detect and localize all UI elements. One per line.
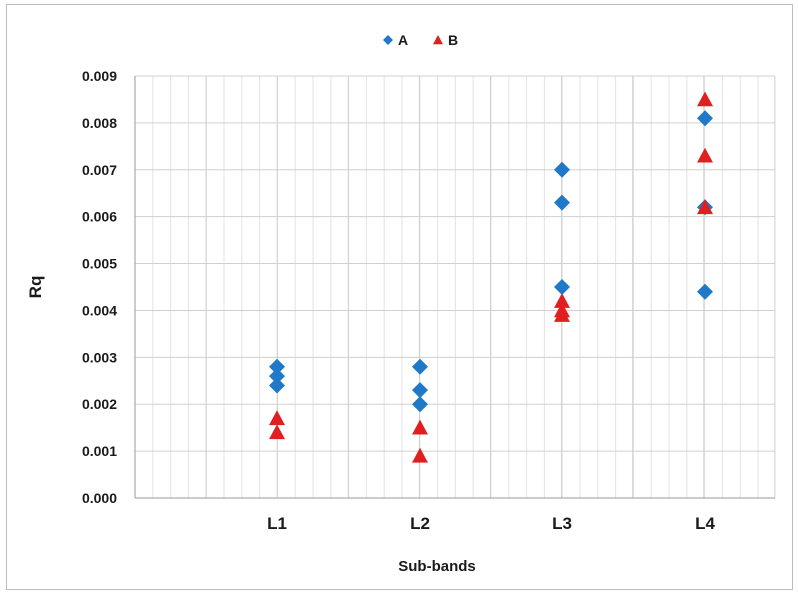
x-tick-label: L3 [552,514,572,533]
x-axis-title: Sub-bands [398,558,476,575]
point-A-L1 [269,368,285,385]
grid [134,75,776,499]
x-tick-label: L2 [410,514,430,533]
x-tick-label: L1 [267,514,287,533]
y-tick-label: 0.004 [82,302,117,318]
y-tick-label: 0.003 [82,349,117,365]
point-A-L2 [412,382,428,399]
x-tick-label: L4 [695,514,715,533]
point-A-L3 [554,161,570,178]
x-tick-labels: L1 L2 L3 L4 [267,514,715,533]
axes [134,76,775,499]
legend-label-B: B [448,32,458,48]
y-tick-label: 0.001 [82,443,117,459]
y-tick-label: 0.008 [82,115,117,131]
y-tick-label: 0.005 [82,256,117,272]
y-tick-labels: 0.000 0.001 0.002 0.003 0.004 0.005 0.006 0.007… [82,68,117,506]
point-B-L1 [269,410,285,426]
point-B-L4 [697,147,713,163]
legend-label-A: A [398,32,408,48]
point-A-L1 [269,377,285,394]
point-B-L1 [269,424,285,440]
chart-frame [6,4,793,590]
point-B-L2 [412,419,428,435]
point-A-L4 [697,283,713,300]
y-tick-label: 0.009 [82,68,117,84]
point-A-L4 [697,110,713,127]
point-A-L2 [412,396,428,413]
y-axis-title: Rq [26,276,45,299]
legend-marker-A [383,35,393,45]
legend-marker-B [433,35,443,45]
point-A-L2 [412,358,428,375]
point-A-L1 [269,358,285,375]
point-B-L3 [554,293,570,308]
point-B-L3 [554,307,570,322]
y-tick-label: 0.000 [82,490,117,506]
y-tick-label: 0.006 [82,209,117,225]
point-A-L3 [554,279,570,295]
point-A-L3 [554,194,570,211]
point-B-L4 [697,91,713,107]
data-points [269,91,713,463]
point-B-L4 [697,199,713,215]
point-B-L2 [412,447,428,463]
y-tick-label: 0.007 [82,162,117,178]
y-tick-label: 0.002 [82,396,117,412]
